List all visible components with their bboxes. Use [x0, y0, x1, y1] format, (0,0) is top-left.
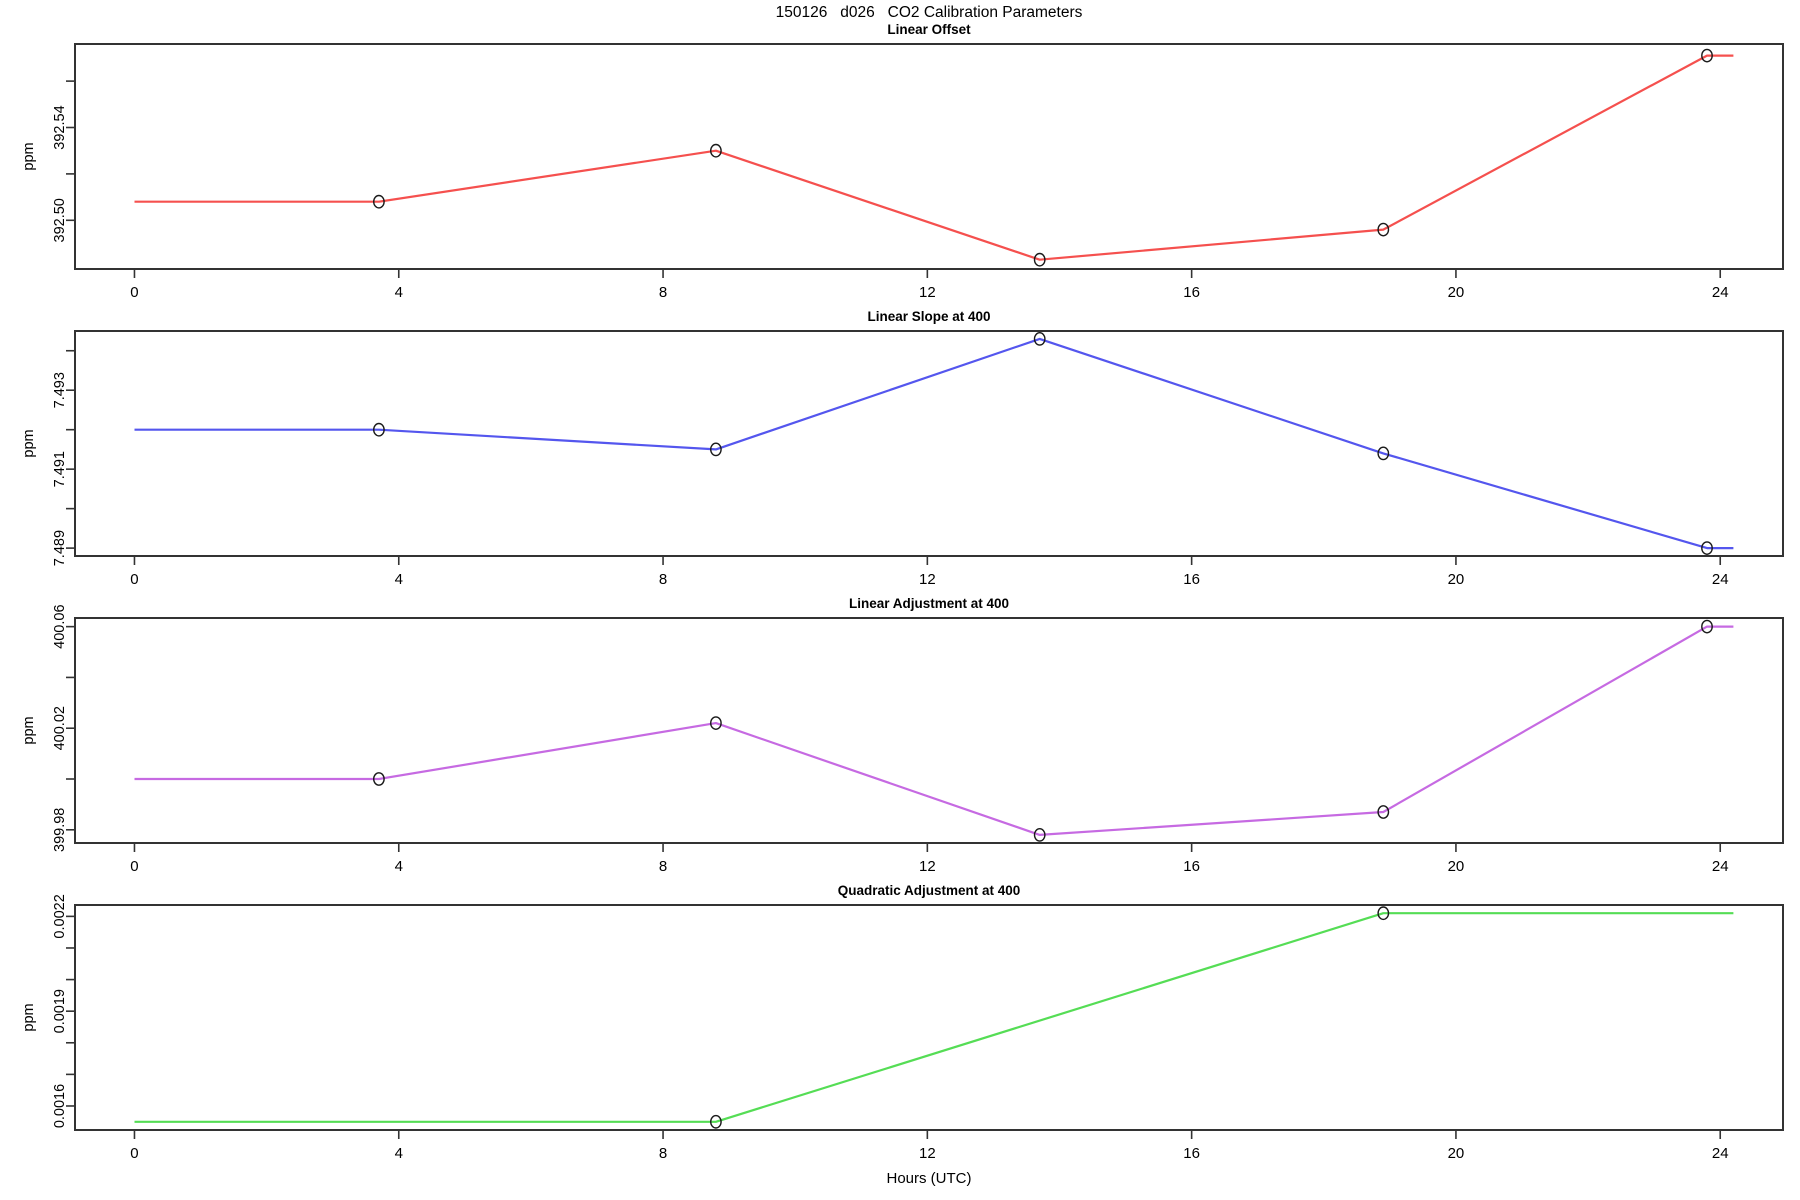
linear-offset-chart: 392.50 392.54 ppm 0 4 8 12 16 20 24	[21, 43, 1784, 301]
y-axis-ppm-label: ppm	[21, 1003, 37, 1031]
x-axis-label: Hours (UTC)	[886, 1170, 972, 1187]
x-tick-label: 12	[919, 284, 936, 301]
data-point-marker	[1377, 805, 1390, 819]
series-line	[134, 912, 1734, 1123]
data-point-marker	[710, 716, 722, 731]
y-tick-label: 0.0016	[52, 1084, 68, 1128]
data-point-marker	[710, 143, 722, 158]
data-point-marker	[1033, 332, 1046, 346]
x-tick-label: 0	[130, 571, 138, 588]
panel-title-linear-slope: Linear Slope at 400	[867, 309, 991, 324]
data-point-marker	[1033, 827, 1046, 842]
data-point-marker	[372, 194, 385, 209]
x-tick-label: 16	[1183, 858, 1200, 875]
linear-slope-chart: 7.489 7.491 7.493 ppm 0 4 8 12 16 20 24	[21, 330, 1784, 588]
x-tick-label: 24	[1712, 284, 1729, 301]
panel-title-linear-offset: Linear Offset	[887, 22, 971, 37]
y-tick-label: 0.0022	[52, 894, 68, 938]
panel-quadratic-adjustment: 0.0016 0.0019 0.0022 ppm 0 4 8 12 16 20 24 Quadrat…	[0, 881, 1800, 1200]
data-point-marker	[372, 772, 385, 786]
panel-linear-slope: 7.489 7.491 7.493 ppm 0 4 8 12 16 20 24 Linear Slo…	[0, 307, 1800, 594]
x-tick-label: 4	[395, 571, 403, 588]
quadratic-adjustment-chart: 0.0016 0.0019 0.0022 ppm 0 4 8 12 16 20 24	[21, 894, 1784, 1162]
data-point-marker	[710, 1114, 722, 1129]
data-point-marker	[1033, 252, 1046, 267]
y-tick-label: 392.54	[52, 105, 68, 149]
x-tick-label: 24	[1712, 1145, 1729, 1162]
plot-box	[74, 43, 1784, 270]
x-tick-label: 16	[1183, 571, 1200, 588]
x-tick-label: 0	[130, 858, 138, 875]
data-point-marker	[1377, 222, 1390, 237]
y-tick-label: 7.491	[52, 451, 68, 487]
x-tick-label: 20	[1448, 1145, 1465, 1162]
x-tick-label: 16	[1183, 284, 1200, 301]
x-tick-label: 20	[1448, 284, 1465, 301]
plot-box	[74, 904, 1784, 1131]
x-tick-label: 8	[659, 571, 667, 588]
x-tick-label: 8	[659, 858, 667, 875]
x-tick-label: 0	[130, 1145, 138, 1162]
x-tick-label: 8	[659, 284, 667, 301]
y-tick-label: 400.02	[52, 706, 68, 750]
series-line	[134, 625, 1734, 836]
x-tick-label: 20	[1448, 571, 1465, 588]
data-point-marker	[372, 422, 385, 437]
x-tick-label: 0	[130, 284, 138, 301]
plot-box	[74, 330, 1784, 557]
x-tick-label: 12	[919, 1145, 936, 1162]
data-point-marker	[1701, 48, 1713, 63]
y-tick-label: 7.493	[52, 372, 68, 408]
panel-title-quadratic-adjustment: Quadratic Adjustment at 400	[837, 883, 1021, 898]
y-axis-ppm-label: ppm	[21, 429, 37, 457]
y-axis-ppm-label: ppm	[21, 142, 37, 170]
x-tick-label: 16	[1183, 1145, 1200, 1162]
data-point-marker	[1701, 541, 1713, 556]
x-tick-label: 4	[395, 1145, 403, 1162]
x-tick-label: 8	[659, 1145, 667, 1162]
x-tick-label: 4	[395, 858, 403, 875]
panel-linear-offset: 392.50 392.54 ppm 0 4 8 12 16 20 24 Linear Offset	[0, 20, 1800, 307]
data-point-marker	[710, 442, 722, 457]
series-line	[134, 54, 1734, 261]
series-line	[134, 337, 1734, 550]
panel-linear-adjustment: 399.98 400.02 400.06 ppm 0 4 8 12 16 20 24 Linear …	[0, 594, 1800, 881]
x-tick-label: 12	[919, 571, 936, 588]
plot-box	[74, 617, 1784, 844]
x-tick-label: 24	[1712, 571, 1729, 588]
x-tick-label: 12	[919, 858, 936, 875]
y-tick-label: 400.06	[52, 604, 68, 648]
y-axis-ppm-label: ppm	[21, 716, 37, 744]
figure-title: 150126 d026 CO2 Calibration Parameters	[775, 4, 1083, 21]
x-tick-label: 4	[395, 284, 403, 301]
data-point-marker	[1377, 446, 1390, 461]
y-tick-label: 399.98	[52, 808, 68, 852]
x-tick-label: 24	[1712, 858, 1729, 875]
panel-title-linear-adjustment: Linear Adjustment at 400	[848, 596, 1010, 611]
y-tick-label: 7.489	[52, 530, 68, 566]
x-tick-label: 20	[1448, 858, 1465, 875]
y-tick-label: 392.50	[52, 198, 68, 242]
data-point-marker	[1377, 906, 1390, 921]
data-point-marker	[1701, 619, 1713, 634]
y-tick-label: 0.0019	[52, 989, 68, 1033]
linear-adjustment-chart: 399.98 400.02 400.06 ppm 0 4 8 12 16 20 24	[21, 604, 1784, 875]
